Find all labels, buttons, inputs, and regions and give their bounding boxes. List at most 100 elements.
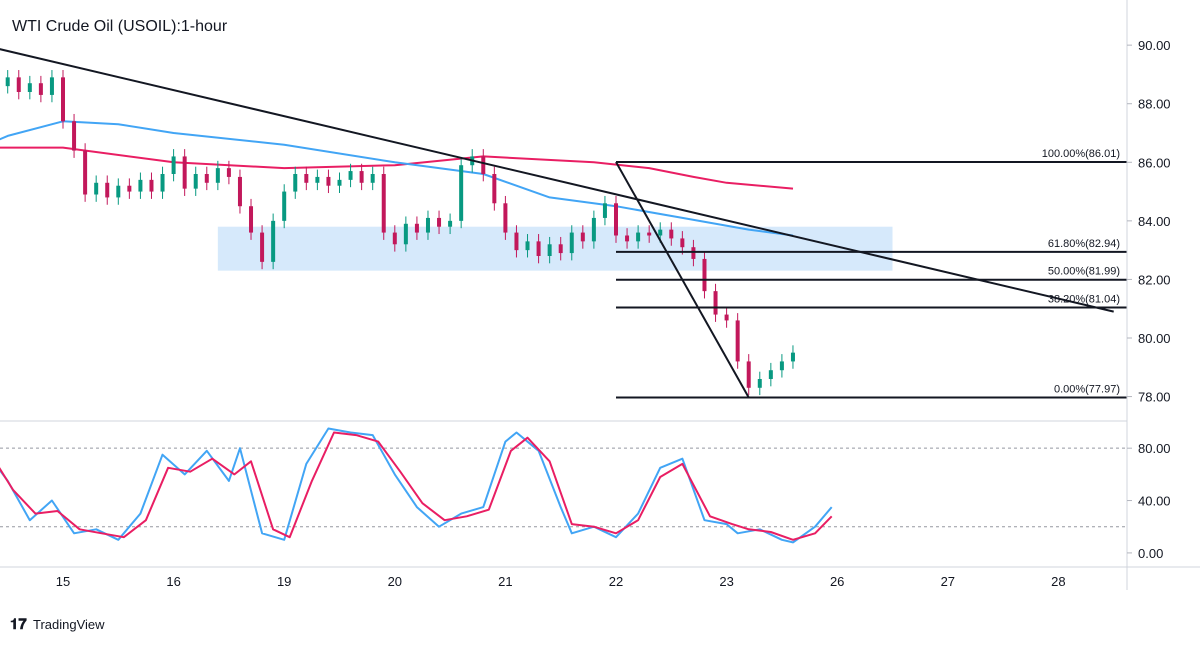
candle-body — [61, 77, 65, 122]
candle-body — [271, 220, 276, 262]
candle-body — [282, 191, 287, 221]
time-tick-label: 20 — [388, 574, 402, 589]
candle-body — [326, 176, 331, 186]
candle-body — [359, 171, 364, 183]
candle-body — [249, 206, 254, 233]
candle-body — [315, 176, 320, 183]
candle-body — [105, 182, 110, 198]
candle-body — [614, 203, 618, 236]
candle-body — [591, 217, 596, 242]
fib-level-label: 38.20%(81.04) — [1048, 294, 1120, 306]
candle-body — [735, 320, 740, 362]
candle-body — [215, 168, 220, 183]
time-tick-label: 22 — [609, 574, 623, 589]
candle-body — [746, 361, 751, 388]
candle-body — [459, 165, 464, 221]
time-tick-label: 26 — [830, 574, 844, 589]
fib-level-label: 61.80%(82.94) — [1048, 238, 1120, 250]
price-tick-label: 80.00 — [1138, 331, 1171, 346]
fib-level-label: 0.00%(77.97) — [1054, 383, 1120, 395]
tradingview-brand-text: TradingView — [33, 617, 105, 632]
candle-body — [790, 352, 795, 362]
tradingview-mark-icon: 𝟏𝟕 — [10, 616, 27, 633]
candle-body — [569, 232, 574, 254]
candle-body — [5, 77, 10, 87]
candle-body — [304, 174, 309, 183]
candle-body — [260, 232, 265, 262]
candle-body — [768, 370, 773, 379]
candle-body — [713, 291, 718, 315]
ema-short-line — [0, 120, 794, 237]
time-tick-label: 21 — [498, 574, 512, 589]
oscillator-tick-label: 0.00 — [1138, 546, 1163, 561]
stochastic-k-line — [0, 427, 833, 544]
time-tick-label: 23 — [719, 574, 733, 589]
candle-body — [481, 156, 486, 174]
candle-body — [702, 258, 707, 292]
oscillator-panel — [0, 427, 1127, 544]
fibonacci-layer: 100.00%(86.01) 61.80%(82.94) 50.00%(81.99)… — [616, 148, 1127, 399]
time-tick-label: 15 — [56, 574, 70, 589]
candle-body — [138, 179, 143, 192]
price-tick-label: 86.00 — [1138, 155, 1171, 170]
candle-body — [547, 244, 552, 256]
candle-body — [514, 232, 519, 251]
candle-body — [669, 229, 674, 239]
candle-body — [337, 179, 342, 186]
price-tick-label: 84.00 — [1138, 214, 1171, 229]
price-tick-label: 90.00 — [1138, 38, 1171, 53]
price-tick-label: 78.00 — [1138, 390, 1171, 405]
candle-body — [392, 232, 397, 245]
fib-level-label: 50.00%(81.99) — [1048, 266, 1120, 278]
candle-body — [403, 223, 408, 245]
candle-body — [193, 174, 198, 189]
candle-body — [293, 174, 298, 192]
price-tick-label: 88.00 — [1138, 97, 1171, 112]
time-tick-label: 28 — [1051, 574, 1065, 589]
candle-body — [558, 244, 563, 254]
candle-body — [492, 174, 497, 204]
oscillator-tick-label: 40.00 — [1138, 494, 1171, 509]
trendline-layer — [0, 48, 1114, 398]
candle-body — [779, 361, 784, 371]
candle-body — [525, 241, 530, 251]
price-tick-label: 82.00 — [1138, 272, 1171, 287]
candle-body — [636, 232, 641, 242]
candle-body — [38, 83, 43, 95]
support-zone — [217, 226, 893, 271]
candle-body — [437, 217, 442, 227]
candle-body — [724, 314, 729, 321]
candle-body — [503, 203, 508, 233]
candle-body — [536, 241, 541, 256]
candle-body — [602, 203, 607, 218]
candle-body — [691, 247, 696, 259]
candle-body — [237, 176, 242, 207]
candle-body — [580, 232, 585, 242]
candle-body — [160, 174, 165, 192]
candle-body — [370, 174, 375, 183]
candle-body — [149, 179, 154, 192]
candle-body — [204, 174, 209, 183]
candle-body — [116, 185, 121, 198]
support-zone-layer — [217, 226, 893, 271]
chart-title: WTI Crude Oil (USOIL):1-hour — [12, 18, 228, 35]
candle-body — [414, 223, 419, 233]
candle-body — [448, 220, 453, 227]
candle-body — [16, 77, 21, 92]
candle-body — [226, 168, 231, 177]
candle-body — [680, 238, 685, 248]
time-tick-label: 19 — [277, 574, 291, 589]
time-tick-label: 27 — [941, 574, 955, 589]
tradingview-logo: 𝟏𝟕 TradingView — [10, 616, 105, 633]
oscillator-tick-label: 80.00 — [1138, 441, 1171, 456]
candle-body — [27, 83, 32, 92]
candle-body — [171, 156, 176, 174]
candle-body — [127, 185, 132, 192]
fib-level-label: 100.00%(86.01) — [1042, 148, 1120, 160]
candle-body — [72, 121, 77, 151]
descending-trendline — [0, 48, 1114, 313]
candle-body — [425, 217, 430, 233]
candle-body — [757, 379, 762, 388]
